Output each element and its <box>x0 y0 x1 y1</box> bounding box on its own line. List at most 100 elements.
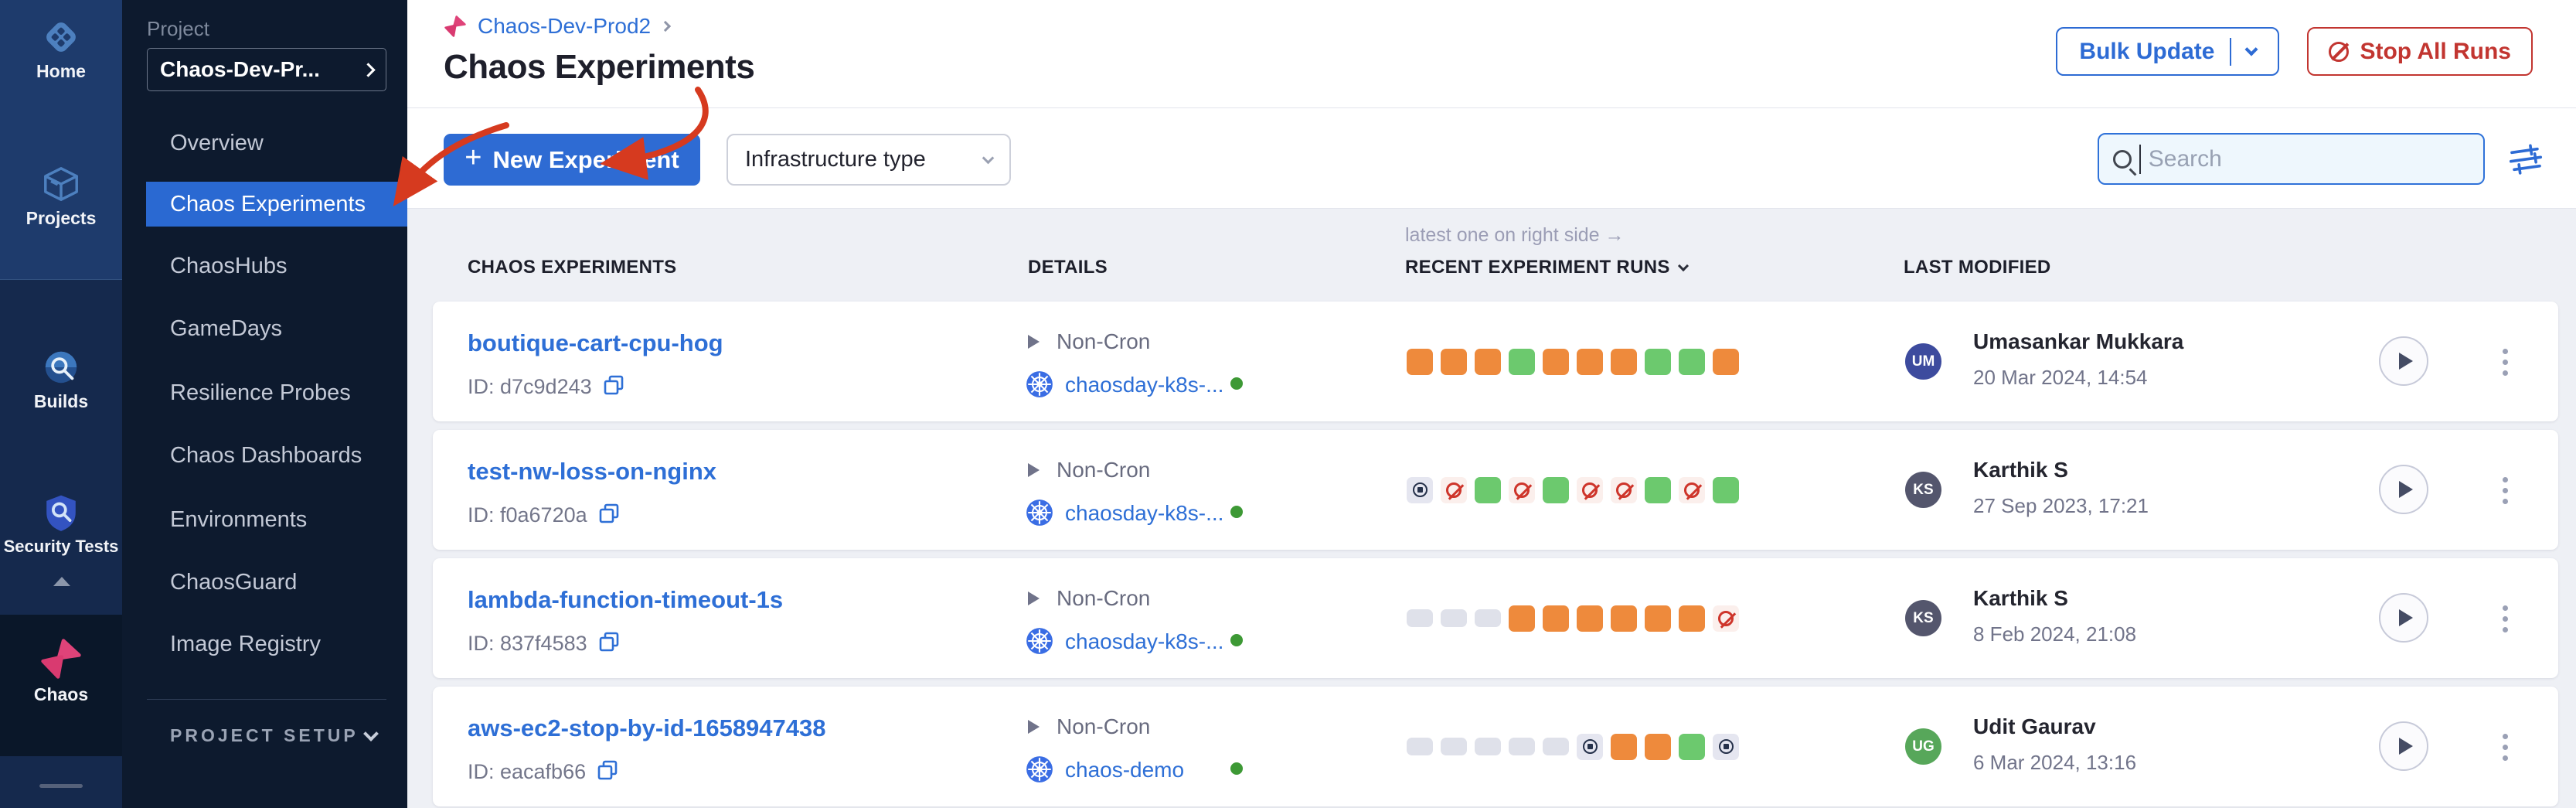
run-status-green[interactable] <box>1679 733 1705 760</box>
run-status-empty[interactable] <box>1543 738 1569 755</box>
more-options-menu[interactable] <box>2493 598 2516 639</box>
experiments-table: latest one on right side → CHAOS EXPERIM… <box>407 209 2576 808</box>
modified-date: 27 Sep 2023, 17:21 <box>1973 494 2149 517</box>
rail-collapse-band[interactable] <box>0 279 122 586</box>
run-status-empty[interactable] <box>1475 738 1501 755</box>
copy-icon[interactable] <box>597 759 618 786</box>
run-status-green[interactable] <box>1713 476 1739 503</box>
run-status-cancelled[interactable] <box>1577 476 1603 503</box>
more-options-menu[interactable] <box>2493 342 2516 382</box>
run-status-orange[interactable] <box>1577 348 1603 375</box>
nav-item-image-registry[interactable]: Image Registry <box>170 632 322 656</box>
run-status-orange[interactable] <box>1645 605 1671 632</box>
run-status-green[interactable] <box>1475 476 1501 503</box>
new-experiment-button[interactable]: + New Experiment <box>444 134 700 186</box>
run-status-orange[interactable] <box>1441 348 1467 375</box>
run-status-orange[interactable] <box>1509 605 1535 632</box>
rail-label-builds: Builds <box>33 391 89 411</box>
project-setup-toggle[interactable]: PROJECT SETUP <box>170 725 379 746</box>
run-status-orange[interactable] <box>1611 733 1637 760</box>
experiment-name-link[interactable]: test-nw-loss-on-nginx <box>468 458 717 485</box>
infrastructure-link[interactable]: chaos-demo <box>1065 758 1185 782</box>
nav-item-gamedays[interactable]: GameDays <box>170 316 283 341</box>
run-status-empty[interactable] <box>1509 738 1535 755</box>
run-status-cancelled[interactable] <box>1713 605 1739 632</box>
run-status-empty[interactable] <box>1475 609 1501 627</box>
nav-item-chaoshubs[interactable]: ChaosHubs <box>170 254 288 278</box>
run-status-orange[interactable] <box>1543 348 1569 375</box>
run-status-empty[interactable] <box>1407 738 1433 755</box>
run-status-green[interactable] <box>1645 476 1671 503</box>
run-status-green[interactable] <box>1543 476 1569 503</box>
cancelled-icon <box>1684 482 1700 498</box>
chevron-down-icon <box>363 725 379 742</box>
run-status-orange[interactable] <box>1543 605 1569 632</box>
nav-item-overview[interactable]: Overview <box>170 131 264 155</box>
run-status-orange[interactable] <box>1611 348 1637 375</box>
run-status-cancelled[interactable] <box>1509 476 1535 503</box>
filter-button[interactable] <box>2506 140 2545 179</box>
experiment-name-link[interactable]: aws-ec2-stop-by-id-1658947438 <box>468 714 826 742</box>
run-status-cancelled[interactable] <box>1441 476 1467 503</box>
run-status-cancelled[interactable] <box>1611 476 1637 503</box>
sidebar-item-projects[interactable]: Projects <box>0 164 122 229</box>
infrastructure-link[interactable]: chaosday-k8s-... <box>1065 501 1224 525</box>
breadcrumb-project-link[interactable]: Chaos-Dev-Prod2 <box>478 14 652 38</box>
run-experiment-button[interactable] <box>2379 465 2428 514</box>
run-status-stopped[interactable] <box>1407 476 1433 503</box>
nav-item-resilience-probes[interactable]: Resilience Probes <box>170 380 351 405</box>
search-box[interactable] <box>2098 133 2485 185</box>
run-status-orange[interactable] <box>1407 348 1433 375</box>
run-status-empty[interactable] <box>1407 609 1433 627</box>
experiment-name-link[interactable]: lambda-function-timeout-1s <box>468 586 784 613</box>
chevron-down-icon[interactable] <box>2244 43 2258 56</box>
copy-icon[interactable] <box>598 503 620 530</box>
play-icon <box>2398 609 2413 626</box>
sidebar-item-builds[interactable]: Builds <box>0 347 122 412</box>
nav-item-environments[interactable]: Environments <box>170 507 308 532</box>
copy-icon[interactable] <box>598 631 620 658</box>
search-input[interactable] <box>2148 145 2469 172</box>
run-status-green[interactable] <box>1679 348 1705 375</box>
run-status-cancelled[interactable] <box>1679 476 1705 503</box>
sidebar-item-chaos[interactable]: Chaos <box>0 637 122 705</box>
column-header-recent-runs[interactable]: RECENT EXPERIMENT RUNS <box>1405 257 1689 278</box>
run-experiment-button[interactable] <box>2379 593 2428 643</box>
infrastructure-link[interactable]: chaosday-k8s-... <box>1065 373 1224 397</box>
nav-item-chaos-experiments[interactable]: Chaos Experiments <box>146 182 407 227</box>
nav-item-chaosguard[interactable]: ChaosGuard <box>170 570 298 595</box>
avatar: UG <box>1905 728 1941 765</box>
run-status-orange[interactable] <box>1645 733 1671 760</box>
kubernetes-icon <box>1025 755 1054 784</box>
run-status-orange[interactable] <box>1679 605 1705 632</box>
run-status-empty[interactable] <box>1441 609 1467 627</box>
run-experiment-button[interactable] <box>2379 336 2428 386</box>
run-status-orange[interactable] <box>1713 348 1739 375</box>
sidebar-item-home[interactable]: Home <box>0 17 122 82</box>
new-experiment-label: New Experiment <box>492 145 679 173</box>
experiment-name-link[interactable]: boutique-cart-cpu-hog <box>468 329 723 356</box>
run-status-stopped[interactable] <box>1577 733 1603 760</box>
bulk-update-button[interactable]: Bulk Update <box>2056 27 2280 76</box>
more-options-menu[interactable] <box>2493 470 2516 510</box>
chevron-right-icon <box>660 20 672 32</box>
more-options-menu[interactable] <box>2493 727 2516 767</box>
project-selector[interactable]: Chaos-Dev-Pr... <box>147 48 386 91</box>
run-status-orange[interactable] <box>1611 605 1637 632</box>
kubernetes-icon <box>1025 498 1054 527</box>
experiment-row: lambda-function-timeout-1s ID: 837f4583 … <box>433 558 2558 678</box>
run-status-orange[interactable] <box>1577 605 1603 632</box>
run-status-green[interactable] <box>1509 348 1535 375</box>
infrastructure-link[interactable]: chaosday-k8s-... <box>1065 629 1224 653</box>
copy-icon[interactable] <box>603 374 624 401</box>
run-experiment-button[interactable] <box>2379 721 2428 771</box>
run-status-orange[interactable] <box>1475 348 1501 375</box>
sidebar-item-security-tests[interactable]: Security Tests <box>0 493 122 557</box>
run-status-empty[interactable] <box>1441 738 1467 755</box>
stop-all-runs-button[interactable]: Stop All Runs <box>2307 27 2533 76</box>
play-icon <box>1028 463 1040 477</box>
infrastructure-type-select[interactable]: Infrastructure type <box>727 134 1011 186</box>
run-status-stopped[interactable] <box>1713 733 1739 760</box>
run-status-green[interactable] <box>1645 348 1671 375</box>
nav-item-chaos-dashboards[interactable]: Chaos Dashboards <box>170 443 362 468</box>
